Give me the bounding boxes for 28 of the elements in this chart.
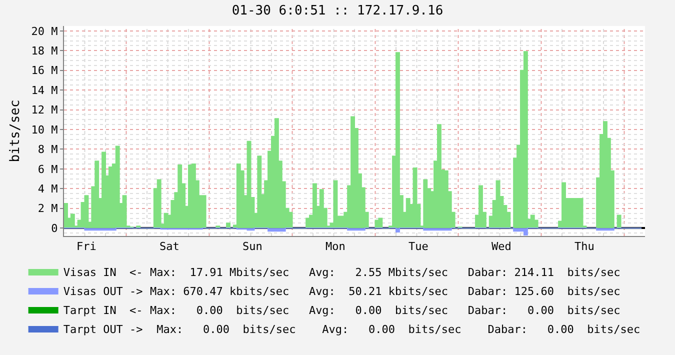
text: Max: 17.91 Mbits/sec Avg: 2.55 Mbits/sec Dabar: 214.11 bits/sec <box>150 266 620 279</box>
text: Max: 0.00 bits/sec Avg: 0.00 bits/sec Dabar: 0.00 bits/sec <box>150 323 640 336</box>
y-tick-label: 14 M <box>31 84 58 97</box>
x-tick-label: Sun <box>242 240 262 254</box>
y-tick-label: 4 M <box>38 182 58 196</box>
text: Max: 670.47 kbits/sec Avg: 50.21 kbits/sec Dabar: 125.60 bits/sec <box>150 285 620 298</box>
legend-label: Visas IN <- <box>63 266 143 279</box>
text: Max: 0.00 bits/sec Avg: 0.00 bits/sec Dabar: 0.00 bits/sec <box>150 304 620 317</box>
x-tick-label: Tue <box>408 240 428 254</box>
x-tick-label: Sat <box>160 240 180 254</box>
x-tick-label: Wed <box>492 240 512 254</box>
y-tick-label: 0 <box>51 222 58 235</box>
y-tick-label: 6 M <box>38 162 58 176</box>
legend-label: Tarpt IN <- <box>63 304 143 317</box>
y-axis-title: bits/sec <box>8 100 24 162</box>
y-tick-label: 12 M <box>31 104 58 117</box>
y-tick-label: 18 M <box>31 44 58 58</box>
legend-label: Visas OUT -> <box>63 284 144 298</box>
y-tick-label: 10 M <box>31 123 58 136</box>
y-tick-label: 2 M <box>38 202 58 216</box>
x-tick-label: Thu <box>574 240 594 254</box>
y-tick-label: 20 M <box>31 24 58 38</box>
x-tick-label: Mon <box>326 240 346 254</box>
legend-label: Tarpt OUT -> <box>63 322 144 336</box>
y-tick-label: 16 M <box>31 64 58 78</box>
y-tick-label: 8 M <box>38 143 58 156</box>
x-tick-label: Fri <box>76 240 96 254</box>
chart-title: 01-30 6:0:51 :: 172.17.9.16 <box>232 3 444 18</box>
